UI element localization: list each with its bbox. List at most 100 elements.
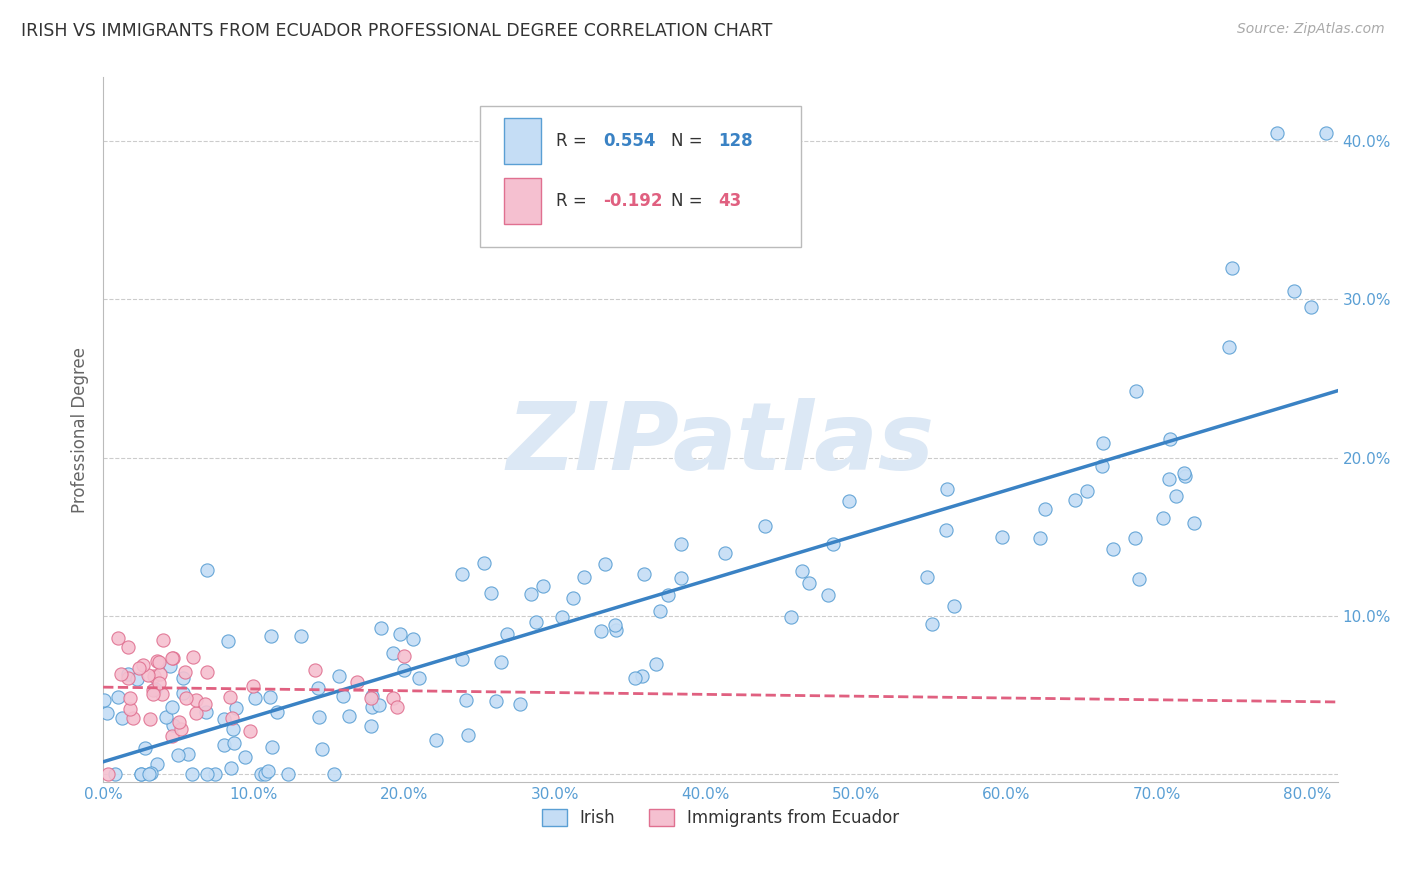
Text: IRISH VS IMMIGRANTS FROM ECUADOR PROFESSIONAL DEGREE CORRELATION CHART: IRISH VS IMMIGRANTS FROM ECUADOR PROFESS…: [21, 22, 772, 40]
Point: [259, 690, 281, 704]
Point: [311, 742, 333, 756]
Point: [605, 624, 627, 638]
Point: [332, 690, 354, 704]
Point: [339, 709, 361, 723]
Point: [233, 750, 256, 764]
Point: [1182, 516, 1205, 530]
Point: [401, 632, 423, 647]
Point: [713, 546, 735, 560]
Point: [323, 767, 346, 781]
Point: [181, 767, 204, 781]
Point: [162, 650, 184, 665]
Point: [145, 757, 167, 772]
Point: [346, 674, 368, 689]
Point: [242, 679, 264, 693]
Point: [1159, 432, 1181, 446]
Point: [387, 700, 409, 714]
Point: [942, 599, 965, 613]
Point: [1128, 572, 1150, 586]
Point: [225, 700, 247, 714]
Point: [624, 671, 647, 685]
Point: [388, 627, 411, 641]
Point: [266, 705, 288, 719]
Point: [96, 706, 118, 720]
Point: [367, 698, 389, 712]
Point: [250, 767, 273, 781]
Text: N =: N =: [671, 192, 707, 210]
Point: [328, 669, 350, 683]
Point: [1282, 285, 1305, 299]
Point: [204, 767, 226, 781]
Point: [129, 767, 152, 781]
Point: [1123, 531, 1146, 545]
Text: -0.192: -0.192: [603, 192, 662, 210]
Point: [360, 690, 382, 705]
Point: [633, 567, 655, 582]
Point: [186, 692, 208, 706]
Point: [780, 609, 803, 624]
Point: [935, 523, 957, 537]
Text: R =: R =: [557, 132, 592, 150]
Point: [260, 629, 283, 643]
Point: [148, 655, 170, 669]
Point: [110, 711, 132, 725]
Text: R =: R =: [557, 192, 592, 210]
Point: [122, 711, 145, 725]
Point: [110, 667, 132, 681]
Text: 43: 43: [718, 192, 741, 210]
Point: [1152, 511, 1174, 525]
Point: [260, 740, 283, 755]
Point: [1159, 472, 1181, 486]
Point: [184, 706, 207, 720]
Point: [370, 621, 392, 635]
Point: [277, 767, 299, 781]
Point: [754, 518, 776, 533]
Point: [1173, 467, 1195, 481]
Point: [382, 691, 405, 706]
Legend: Irish, Immigrants from Ecuador: Irish, Immigrants from Ecuador: [534, 803, 905, 834]
Point: [257, 764, 280, 778]
FancyBboxPatch shape: [479, 105, 800, 246]
Point: [253, 767, 276, 781]
Point: [219, 761, 242, 775]
Point: [195, 563, 218, 577]
Point: [139, 712, 162, 726]
Point: [174, 690, 197, 705]
Point: [162, 651, 184, 665]
Point: [360, 719, 382, 733]
Point: [936, 483, 959, 497]
Point: [142, 669, 165, 683]
Point: [221, 711, 243, 725]
Point: [551, 610, 574, 624]
Point: [381, 646, 404, 660]
Point: [360, 689, 382, 703]
Point: [457, 728, 479, 742]
Point: [1029, 531, 1052, 545]
Point: [148, 675, 170, 690]
Point: [489, 655, 512, 669]
Point: [792, 564, 814, 578]
Point: [425, 732, 447, 747]
Point: [1166, 489, 1188, 503]
Point: [160, 700, 183, 714]
Point: [217, 634, 239, 648]
Point: [195, 665, 218, 680]
Point: [1267, 126, 1289, 140]
Text: 0.554: 0.554: [603, 132, 655, 150]
Point: [496, 627, 519, 641]
Point: [472, 556, 495, 570]
Point: [239, 723, 262, 738]
Point: [146, 654, 169, 668]
Point: [1102, 542, 1125, 557]
Point: [671, 537, 693, 551]
Point: [243, 690, 266, 705]
Point: [155, 710, 177, 724]
Point: [392, 663, 415, 677]
Text: ZIPatlas: ZIPatlas: [506, 398, 935, 490]
Point: [162, 729, 184, 743]
Point: [451, 566, 474, 581]
Point: [394, 648, 416, 663]
Point: [97, 767, 120, 781]
Text: N =: N =: [671, 132, 707, 150]
Point: [138, 668, 160, 682]
